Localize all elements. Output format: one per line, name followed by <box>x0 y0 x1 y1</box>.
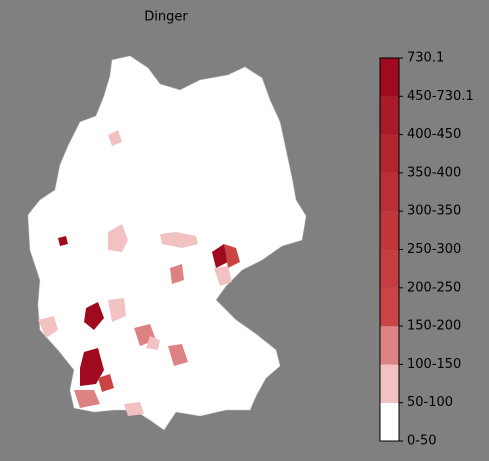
colorbar-segment <box>380 402 399 441</box>
colorbar-label: 730.1 <box>407 51 444 66</box>
region <box>146 336 160 350</box>
colorbar-label: 450-730.1 <box>407 89 474 104</box>
region <box>74 390 100 408</box>
colorbar-segment <box>380 134 399 173</box>
colorbar-label: 400-450 <box>407 127 461 142</box>
region <box>38 316 58 338</box>
region <box>124 402 144 416</box>
region <box>160 232 198 248</box>
region <box>98 374 114 392</box>
region <box>80 348 104 386</box>
colorbar-segment <box>380 326 399 365</box>
colorbar-label: 50-100 <box>407 395 453 410</box>
map-title: Dinger <box>144 10 188 25</box>
region <box>168 344 188 366</box>
colorbar-segment <box>380 249 399 288</box>
colorbar-segment <box>380 211 399 250</box>
region <box>214 266 232 286</box>
colorbar-segment <box>380 287 399 327</box>
colorbar-label: 350-400 <box>407 165 461 180</box>
colorbar: 0-50 50-100 100-150 150-200 200-250 250-300 30… <box>379 51 474 449</box>
colorbar-segment <box>380 172 399 212</box>
colorbar-label: 100-150 <box>407 357 461 372</box>
region <box>224 244 240 268</box>
colorbar-label: 150-200 <box>407 319 461 334</box>
colorbar-label: 0-50 <box>407 434 437 449</box>
colorbar-segment <box>380 58 399 97</box>
region <box>84 302 104 330</box>
region <box>170 264 184 284</box>
colorbar-label: 200-250 <box>407 280 461 295</box>
colorbar-label: 250-300 <box>407 242 461 257</box>
region <box>58 236 68 246</box>
germany-map <box>27 55 307 431</box>
region <box>212 244 228 268</box>
region <box>108 224 128 252</box>
region <box>108 298 126 322</box>
colorbar-segment <box>380 364 399 403</box>
colorbar-segment <box>380 96 399 135</box>
colorbar-label: 300-350 <box>407 204 461 219</box>
region <box>108 130 122 146</box>
